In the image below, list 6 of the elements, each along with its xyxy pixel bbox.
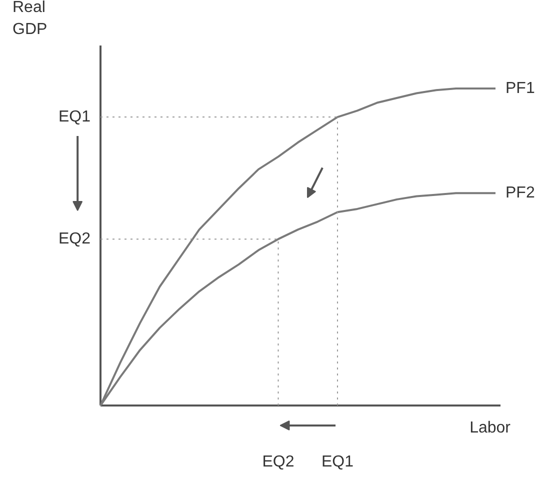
x-axis-title: Labor bbox=[470, 420, 512, 436]
ref-line-label: EQ1 bbox=[58, 108, 91, 126]
series-label: PF2 bbox=[506, 184, 535, 202]
y-axis-title: Real GDP bbox=[12, 0, 48, 38]
ref-line-label: EQ2 bbox=[58, 230, 91, 248]
series-label: PF1 bbox=[506, 80, 535, 97]
